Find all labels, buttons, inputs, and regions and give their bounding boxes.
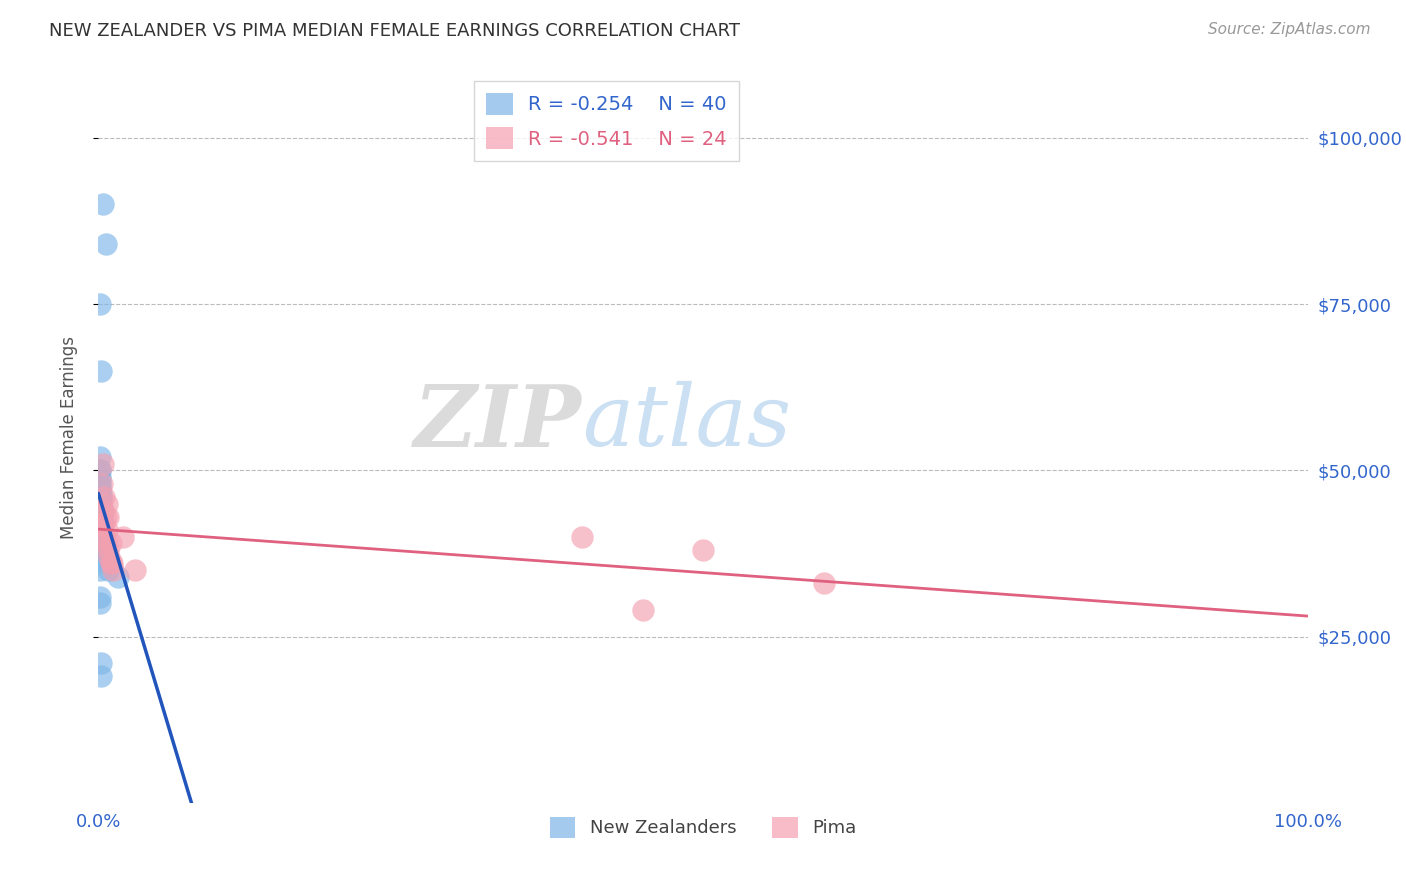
Point — [89, 590, 111, 604]
Point — [89, 563, 111, 577]
Point — [91, 513, 114, 527]
Point — [89, 483, 111, 498]
Point — [90, 486, 112, 500]
Point — [89, 297, 111, 311]
Point — [91, 530, 114, 544]
Point — [91, 457, 114, 471]
Point — [93, 536, 115, 550]
Point — [89, 463, 111, 477]
Point — [91, 533, 114, 548]
Point — [93, 490, 115, 504]
Point — [89, 463, 111, 477]
Point — [91, 526, 114, 541]
Point — [100, 557, 122, 571]
Point — [571, 530, 593, 544]
Point — [96, 557, 118, 571]
Point — [97, 543, 120, 558]
Y-axis label: Median Female Earnings: Median Female Earnings — [59, 335, 77, 539]
Point — [90, 656, 112, 670]
Text: ZIP: ZIP — [415, 381, 582, 464]
Point — [692, 543, 714, 558]
Point — [91, 523, 114, 537]
Point — [89, 473, 111, 487]
Point — [631, 603, 654, 617]
Point — [91, 503, 114, 517]
Point — [89, 450, 111, 464]
Point — [91, 476, 114, 491]
Point — [90, 516, 112, 531]
Point — [97, 563, 120, 577]
Point — [100, 536, 122, 550]
Point — [91, 509, 114, 524]
Point — [91, 520, 114, 534]
Point — [90, 493, 112, 508]
Point — [94, 536, 117, 550]
Point — [101, 563, 124, 577]
Point — [96, 523, 118, 537]
Text: Source: ZipAtlas.com: Source: ZipAtlas.com — [1208, 22, 1371, 37]
Point — [94, 509, 117, 524]
Point — [100, 557, 122, 571]
Point — [93, 516, 115, 531]
Point — [96, 497, 118, 511]
Point — [90, 669, 112, 683]
Point — [93, 540, 115, 554]
Point — [89, 470, 111, 484]
Point — [107, 570, 129, 584]
Text: atlas: atlas — [582, 381, 792, 464]
Point — [93, 530, 115, 544]
Point — [89, 476, 111, 491]
Point — [91, 503, 114, 517]
Point — [94, 543, 117, 558]
Point — [91, 197, 114, 211]
Point — [90, 500, 112, 514]
Point — [94, 546, 117, 560]
Point — [98, 549, 121, 564]
Point — [97, 509, 120, 524]
Point — [96, 549, 118, 564]
Point — [124, 563, 146, 577]
Point — [111, 530, 134, 544]
Point — [91, 516, 114, 531]
Text: NEW ZEALANDER VS PIMA MEDIAN FEMALE EARNINGS CORRELATION CHART: NEW ZEALANDER VS PIMA MEDIAN FEMALE EARN… — [49, 22, 740, 40]
Legend: New Zealanders, Pima: New Zealanders, Pima — [543, 810, 863, 845]
Point — [90, 497, 112, 511]
Point — [94, 237, 117, 252]
Point — [89, 596, 111, 610]
Point — [90, 363, 112, 377]
Point — [91, 507, 114, 521]
Point — [89, 480, 111, 494]
Point — [90, 490, 112, 504]
Point — [813, 576, 835, 591]
